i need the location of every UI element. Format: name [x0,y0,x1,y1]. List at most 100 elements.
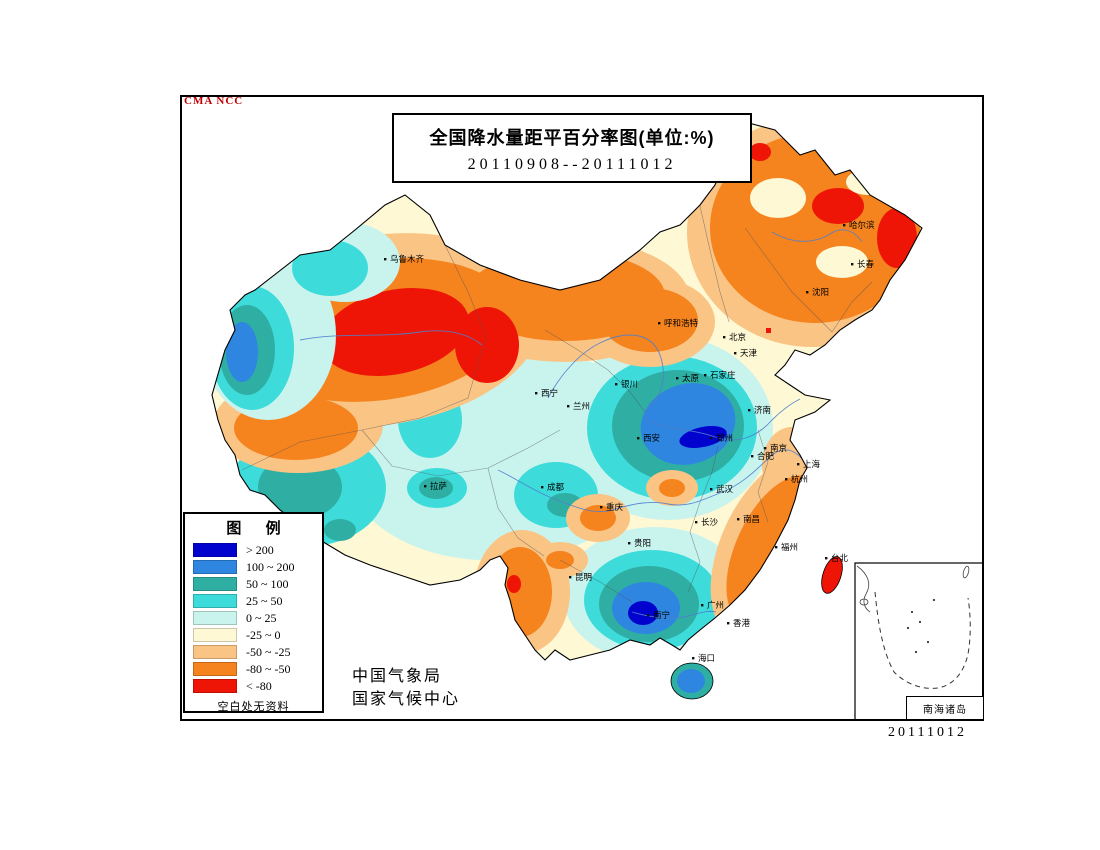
legend-swatch [193,577,237,591]
songhua-river [771,229,863,243]
city-label: 西宁 [541,388,558,398]
contour-region [507,575,521,593]
city-marker [737,518,740,521]
contour-region [324,519,356,541]
city-marker [723,336,726,339]
legend-swatch [193,662,237,676]
contour-region [544,329,646,413]
rivers [299,229,863,619]
city-label: 广州 [707,600,724,610]
city-label: 杭州 [791,474,808,484]
contour-region [226,322,258,382]
city-marker [764,447,767,450]
city-label: 昆明 [575,572,592,582]
city-marker [797,463,800,466]
contour-region [877,208,917,268]
legend-item: 25 ~ 50 [193,593,322,609]
city-marker [615,383,618,386]
city-label: 长春 [857,259,875,269]
city-label: 福州 [781,542,798,552]
inset-label: 南海诸岛 [906,696,984,720]
contour-region [487,467,545,557]
city-label: 贵阳 [634,538,651,548]
contour-region [361,429,561,477]
city-label: 长沙 [701,517,719,527]
legend-swatch [193,560,237,574]
contour-region [749,143,771,161]
contour-region [812,188,864,224]
legend-title: 图 例 [226,520,291,537]
city-label: 呼和浩特 [664,318,699,328]
contour-region [757,429,769,523]
province-boundaries [241,205,873,603]
city-marker [734,352,737,355]
city-label: 太原 [682,373,699,383]
city-marker [701,604,704,607]
city-label: 重庆 [606,502,624,512]
date-stamp: 20111012 [888,725,967,740]
contour-region [276,222,320,254]
hainan-island [670,662,714,700]
city-marker [541,486,544,489]
city-marker [695,521,698,524]
city-marker [785,478,788,481]
legend-swatch [193,628,237,642]
contour-region [831,281,873,333]
inset-islands [906,598,936,654]
city-marker [710,488,713,491]
tarim-river [299,330,483,346]
city-label: 西安 [643,433,660,443]
city-label: 济南 [754,405,771,415]
city-label: 上海 [803,459,821,469]
city-label: 拉萨 [430,481,448,491]
city-marker [751,455,754,458]
city-marker [727,622,730,625]
contour-region [744,227,833,333]
contour-region [488,547,552,637]
red-marker [766,328,771,333]
city-marker [843,224,846,227]
city-marker [658,322,661,325]
legend-label: < -80 [246,678,272,693]
contour-region [914,650,918,654]
city-label: 香港 [733,618,751,628]
city-marker [806,291,809,294]
city-marker [567,405,570,408]
contour-region [906,626,910,630]
contour-layer-ltn80 [321,143,917,593]
city-marker [647,614,650,617]
city-label: 乌鲁木齐 [390,254,425,264]
city-marker [748,409,751,412]
taiwan-island [821,556,843,594]
legend-label: 50 ~ 100 [246,576,289,591]
red-marker [829,211,834,216]
city-marker [569,576,572,579]
contour-region [932,598,936,602]
contour-region [926,640,930,644]
legend-label: -50 ~ -25 [246,644,291,659]
cma-ncc-watermark: CMA NCC [184,95,244,107]
city-marker [851,263,854,266]
contour-region [677,669,705,693]
city-marker [692,657,695,660]
contour-region [602,288,698,352]
city-label: 沈阳 [812,287,829,297]
legend-note: 空白处无资料 [217,701,290,713]
city-label: 合肥 [757,451,775,461]
legend-item: < -80 [193,678,322,694]
city-label: 哈尔滨 [849,220,875,230]
contour-region [886,278,918,322]
source-attribution: 中国气象局 国家气候中心 [352,665,460,711]
city-label: 南昌 [743,514,760,524]
city-marker [825,557,828,560]
legend-swatch [193,611,237,625]
contour-region [918,620,922,624]
legend-item: 50 ~ 100 [193,576,322,592]
legend-item: -25 ~ 0 [193,627,322,643]
legend-item: > 200 [193,542,322,558]
map-title: 全国降水量距平百分率图(单位:%) [429,128,715,148]
city-marker [710,437,713,440]
contour-region [241,244,487,471]
